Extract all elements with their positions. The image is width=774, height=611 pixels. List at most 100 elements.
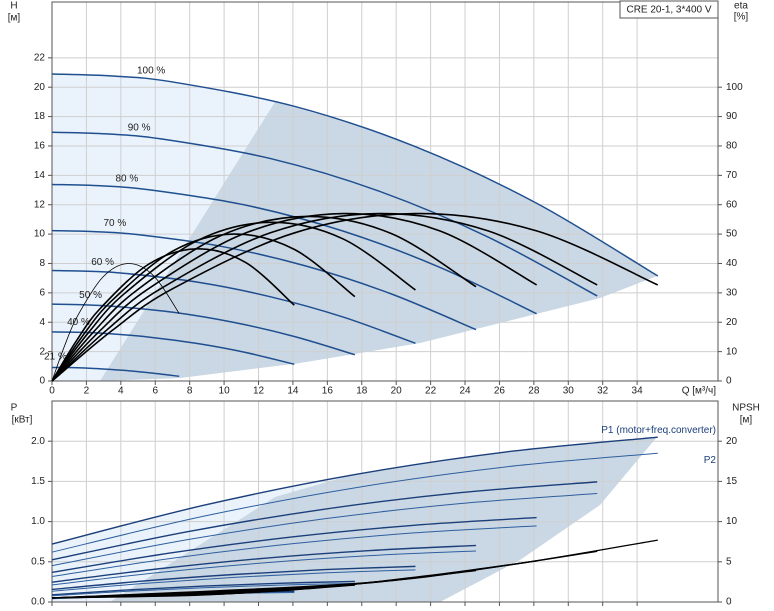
curve bbox=[51, 436, 658, 545]
curve bbox=[51, 493, 598, 567]
x-tick-label: 34 bbox=[632, 386, 644, 397]
x-tick-label: 18 bbox=[356, 386, 368, 397]
secondary-curve bbox=[51, 247, 295, 382]
secondary-curve bbox=[51, 215, 477, 382]
y2-tick-label: 10 bbox=[726, 516, 738, 527]
x-axis-title: Q [м³/ч] bbox=[682, 386, 717, 397]
y2-axis-title: NPSH bbox=[732, 403, 760, 414]
y-tick-label: 10 bbox=[34, 229, 46, 240]
y2-axis-title: eta bbox=[734, 1, 748, 12]
y2-tick-label: 10 bbox=[726, 346, 738, 357]
series-label: 80 % bbox=[115, 173, 138, 184]
y2-axis-unit: [%] bbox=[734, 12, 749, 23]
series-label: 90 % bbox=[128, 123, 151, 134]
x-tick-label: 12 bbox=[253, 386, 265, 397]
y-tick-label: 1.5 bbox=[31, 476, 45, 487]
curve bbox=[51, 331, 295, 365]
y-tick-label: 18 bbox=[34, 111, 46, 122]
series-label: 70 % bbox=[103, 218, 126, 229]
x-tick-label: 22 bbox=[425, 386, 437, 397]
x-tick-label: 28 bbox=[528, 386, 540, 397]
curve bbox=[51, 452, 658, 553]
x-tick-label: 32 bbox=[597, 386, 609, 397]
x-tick-label: 8 bbox=[187, 386, 193, 397]
plot-frame bbox=[51, 400, 719, 603]
y-tick-label: 6 bbox=[39, 288, 45, 299]
secondary-curve bbox=[51, 589, 295, 599]
curve bbox=[51, 569, 416, 592]
secondary-curve bbox=[51, 212, 598, 382]
y2-tick-label: 50 bbox=[726, 229, 738, 240]
secondary-curve bbox=[51, 212, 659, 382]
y2-tick-label: 70 bbox=[726, 170, 738, 181]
y2-tick-label: 0 bbox=[726, 597, 732, 608]
y-axis-title: P bbox=[11, 403, 18, 414]
curve bbox=[51, 229, 477, 331]
x-tick-label: 26 bbox=[494, 386, 506, 397]
curve bbox=[51, 183, 537, 315]
y-tick-label: 0.0 bbox=[31, 597, 45, 608]
model-box bbox=[619, 0, 719, 19]
curve bbox=[51, 550, 477, 586]
x-tick-label: 20 bbox=[391, 386, 403, 397]
y-tick-label: 12 bbox=[34, 199, 46, 210]
y-tick-label: 0.5 bbox=[31, 556, 45, 567]
curve bbox=[51, 580, 355, 596]
y-tick-label: 2 bbox=[39, 346, 45, 357]
curve bbox=[51, 582, 355, 597]
series-label: P2 bbox=[704, 455, 717, 466]
x-tick-label: 6 bbox=[152, 386, 158, 397]
secondary-curve bbox=[51, 233, 356, 382]
curve bbox=[51, 565, 416, 591]
y2-tick-label: 5 bbox=[726, 556, 732, 567]
y2-axis-unit: [м] bbox=[740, 415, 753, 426]
y2-tick-label: 15 bbox=[726, 476, 738, 487]
y-tick-label: 0 bbox=[39, 376, 45, 387]
curve bbox=[51, 131, 598, 297]
y-tick-label: 4 bbox=[39, 317, 45, 328]
plot-layer: 0 2 4 6 8 10 12 14 16 18 20 22 24 26 28 30 32 34024681012… bbox=[31, 1, 743, 608]
x-tick-label: 10 bbox=[219, 386, 231, 397]
secondary-curve bbox=[51, 263, 180, 382]
y2-tick-label: 20 bbox=[726, 317, 738, 328]
model-label: CRE 20-1, 3*400 V bbox=[626, 5, 711, 16]
series-label: 50 % bbox=[79, 290, 102, 301]
y2-tick-label: 30 bbox=[726, 288, 738, 299]
y2-tick-label: 100 bbox=[726, 82, 743, 93]
curve bbox=[51, 303, 356, 356]
curve bbox=[51, 481, 598, 561]
y2-tick-label: 60 bbox=[726, 199, 738, 210]
plot-frame bbox=[51, 1, 719, 382]
curve bbox=[51, 269, 416, 344]
y-axis-unit: [кВт] bbox=[12, 415, 33, 426]
range-dark bbox=[100, 102, 657, 381]
y-tick-label: 14 bbox=[34, 170, 46, 181]
x-tick-label: 2 bbox=[84, 386, 90, 397]
y-tick-label: 1.0 bbox=[31, 516, 45, 527]
x-tick-label: 4 bbox=[118, 386, 124, 397]
y2-tick-label: 0 bbox=[726, 376, 732, 387]
power-range-dark bbox=[110, 437, 657, 602]
curve bbox=[51, 544, 477, 583]
secondary-curve bbox=[51, 212, 538, 382]
y-axis-title: H bbox=[10, 1, 17, 12]
y-tick-label: 2.0 bbox=[31, 436, 45, 447]
y-tick-label: 22 bbox=[34, 52, 46, 63]
y2-tick-label: 90 bbox=[726, 111, 738, 122]
x-tick-label: 24 bbox=[459, 386, 471, 397]
y2-tick-label: 20 bbox=[726, 436, 738, 447]
series-label: 40 % bbox=[67, 317, 90, 328]
curve bbox=[51, 73, 659, 277]
y-axis-unit: [м] bbox=[8, 13, 21, 24]
series-label: P1 (motor+freq.converter) bbox=[601, 425, 716, 436]
curve bbox=[51, 516, 537, 574]
series-label: 21 % bbox=[44, 351, 67, 362]
y-tick-label: 20 bbox=[34, 82, 46, 93]
series-label: 100 % bbox=[137, 66, 165, 77]
x-tick-label: 0 bbox=[49, 386, 55, 397]
y-tick-label: 16 bbox=[34, 141, 46, 152]
y2-tick-label: 80 bbox=[726, 141, 738, 152]
curve bbox=[51, 525, 537, 578]
x-tick-label: 14 bbox=[287, 386, 299, 397]
